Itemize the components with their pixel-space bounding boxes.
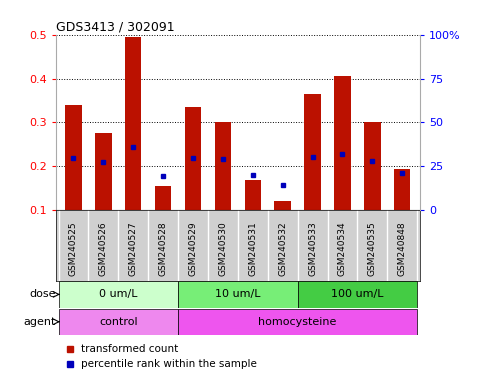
Text: 10 um/L: 10 um/L xyxy=(215,290,261,300)
Bar xyxy=(155,186,171,210)
Bar xyxy=(364,122,381,210)
Bar xyxy=(274,201,291,210)
Bar xyxy=(178,309,417,335)
Bar xyxy=(304,94,321,210)
Bar xyxy=(244,180,261,210)
Bar xyxy=(185,107,201,210)
Text: GSM240528: GSM240528 xyxy=(158,221,168,276)
Bar xyxy=(58,309,178,335)
Text: GSM240533: GSM240533 xyxy=(308,221,317,276)
Bar xyxy=(298,281,417,308)
Text: percentile rank within the sample: percentile rank within the sample xyxy=(81,359,257,369)
Text: GSM240535: GSM240535 xyxy=(368,221,377,276)
Text: GDS3413 / 302091: GDS3413 / 302091 xyxy=(56,20,174,33)
Text: GSM240530: GSM240530 xyxy=(218,221,227,276)
Bar xyxy=(178,281,298,308)
Bar xyxy=(215,122,231,210)
Text: GSM240525: GSM240525 xyxy=(69,221,78,276)
Text: agent: agent xyxy=(24,317,56,327)
Text: GSM240529: GSM240529 xyxy=(188,221,198,276)
Text: transformed count: transformed count xyxy=(81,344,178,354)
Text: control: control xyxy=(99,317,138,327)
Text: homocysteine: homocysteine xyxy=(258,317,337,327)
Bar xyxy=(58,281,178,308)
Text: GSM240848: GSM240848 xyxy=(398,221,407,276)
Text: GSM240526: GSM240526 xyxy=(99,221,108,276)
Text: GSM240532: GSM240532 xyxy=(278,221,287,276)
Text: GSM240531: GSM240531 xyxy=(248,221,257,276)
Text: dose: dose xyxy=(29,290,56,300)
Text: GSM240534: GSM240534 xyxy=(338,221,347,276)
Bar xyxy=(95,134,112,210)
Text: 100 um/L: 100 um/L xyxy=(331,290,384,300)
Text: 0 um/L: 0 um/L xyxy=(99,290,138,300)
Bar xyxy=(394,169,411,210)
Bar xyxy=(334,76,351,210)
Bar xyxy=(125,37,142,210)
Text: GSM240527: GSM240527 xyxy=(129,221,138,276)
Bar xyxy=(65,105,82,210)
